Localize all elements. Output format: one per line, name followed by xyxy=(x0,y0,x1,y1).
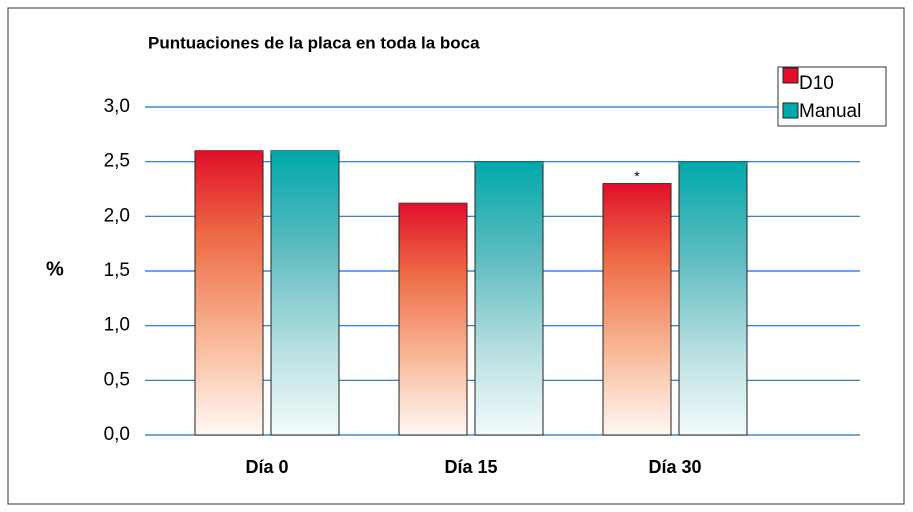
legend-swatch xyxy=(782,67,799,84)
bar-cap xyxy=(271,150,339,154)
bar xyxy=(474,161,544,436)
bar xyxy=(678,161,748,436)
legend-label: D10 xyxy=(799,73,834,94)
legend-swatch xyxy=(782,102,799,119)
x-tick-label: Día 30 xyxy=(648,457,701,477)
x-tick-label: Día 15 xyxy=(444,457,497,477)
y-tick-label: 0,0 xyxy=(104,424,130,445)
bar xyxy=(398,202,468,436)
bar xyxy=(602,183,672,436)
bar-cap xyxy=(603,183,671,187)
y-tick-label: 1,0 xyxy=(104,315,130,336)
y-tick-label: 2,0 xyxy=(104,205,130,226)
chart-title: Puntuaciones de la placa en toda la boca xyxy=(148,33,480,52)
y-tick-label: 1,5 xyxy=(104,260,130,281)
y-tick-label: 2,5 xyxy=(104,151,130,172)
annotation: * xyxy=(634,168,640,184)
bar-cap xyxy=(475,161,543,165)
bar-cap xyxy=(679,161,747,165)
y-axis-label: % xyxy=(46,258,64,280)
bar-cap xyxy=(195,150,263,154)
y-tick-label: 0,5 xyxy=(104,369,130,390)
y-tick-label: 3,0 xyxy=(104,96,130,117)
bar xyxy=(194,150,264,436)
legend-label: Manual xyxy=(799,101,861,122)
bar-cap xyxy=(399,203,467,207)
bar xyxy=(270,150,340,436)
x-tick-label: Día 0 xyxy=(245,457,288,477)
